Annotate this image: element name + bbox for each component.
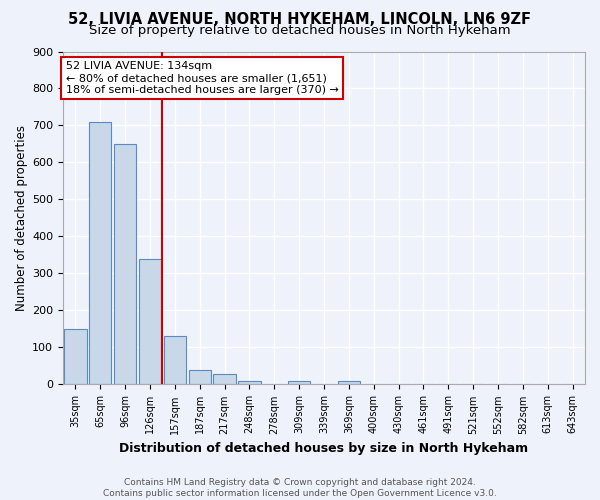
Bar	[214, 374, 236, 384]
Bar	[338, 382, 360, 384]
Text: 52 LIVIA AVENUE: 134sqm
← 80% of detached houses are smaller (1,651)
18% of semi: 52 LIVIA AVENUE: 134sqm ← 80% of detache…	[65, 62, 338, 94]
Bar	[238, 380, 260, 384]
Y-axis label: Number of detached properties: Number of detached properties	[15, 125, 28, 311]
Bar	[64, 329, 86, 384]
Text: 52, LIVIA AVENUE, NORTH HYKEHAM, LINCOLN, LN6 9ZF: 52, LIVIA AVENUE, NORTH HYKEHAM, LINCOLN…	[68, 12, 532, 28]
Text: Contains HM Land Registry data © Crown copyright and database right 2024.
Contai: Contains HM Land Registry data © Crown c…	[103, 478, 497, 498]
Bar	[114, 144, 136, 384]
Bar	[139, 258, 161, 384]
Bar	[164, 336, 186, 384]
Text: Size of property relative to detached houses in North Hykeham: Size of property relative to detached ho…	[89, 24, 511, 37]
Bar	[89, 122, 112, 384]
Bar	[188, 370, 211, 384]
X-axis label: Distribution of detached houses by size in North Hykeham: Distribution of detached houses by size …	[119, 442, 529, 455]
Bar	[288, 382, 310, 384]
